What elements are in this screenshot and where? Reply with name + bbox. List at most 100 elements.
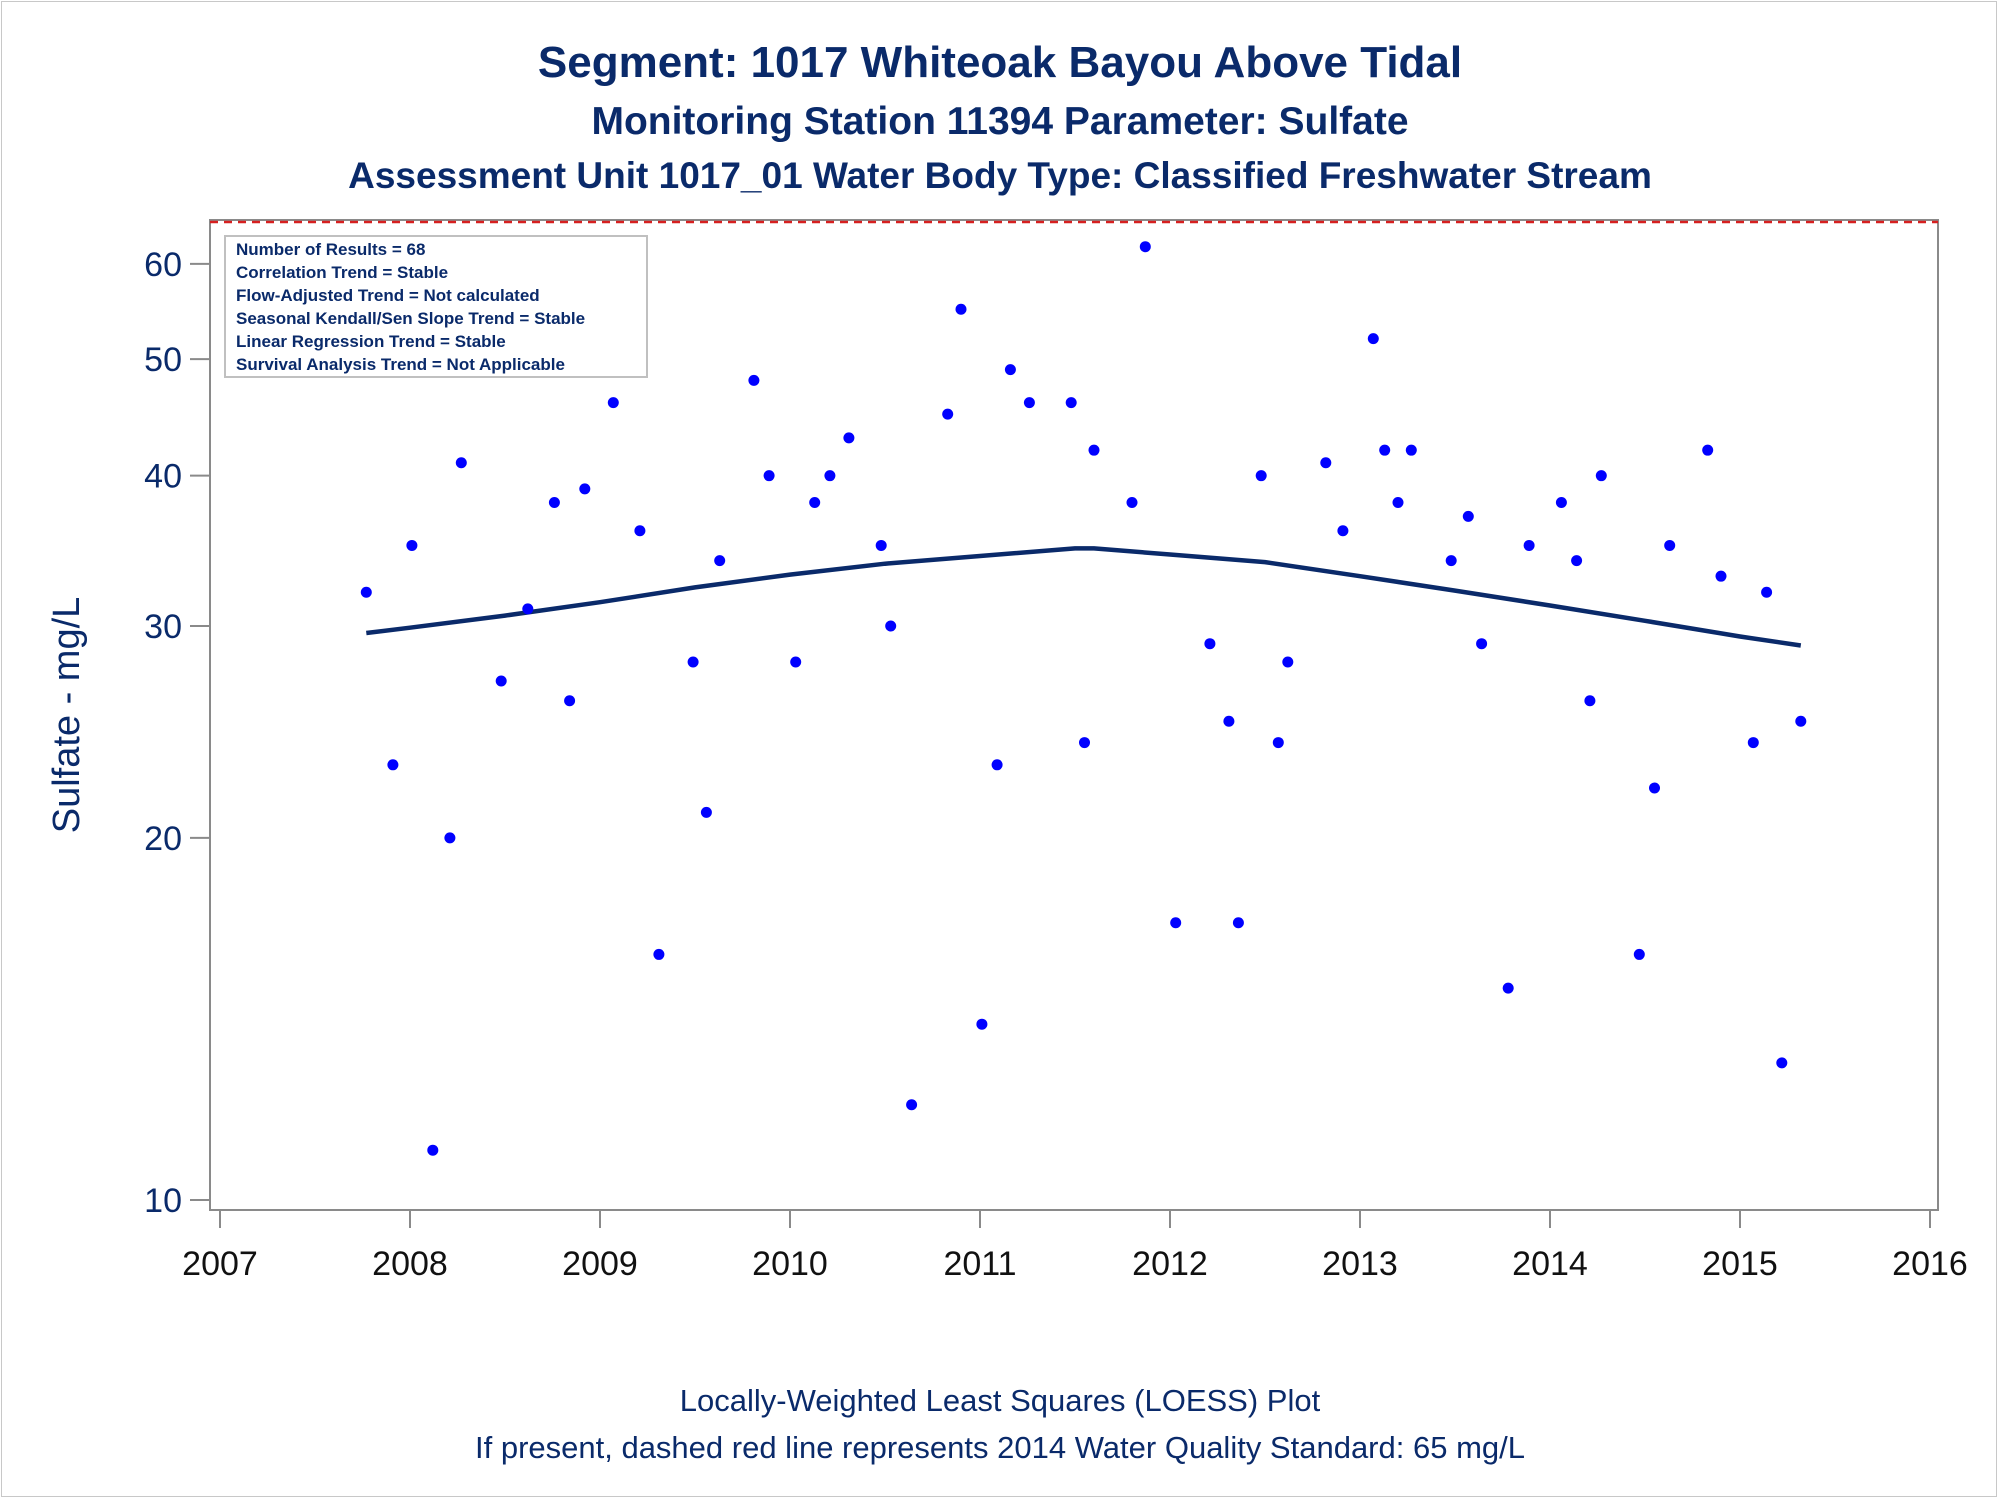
data-point	[1555, 496, 1567, 508]
stats-legend: Number of Results = 68 Correlation Trend …	[224, 235, 648, 378]
data-point	[1170, 917, 1182, 929]
stats-legend-line: Correlation Trend = Stable	[236, 263, 448, 282]
x-tick-label: 2014	[1512, 1245, 1588, 1283]
data-point	[687, 656, 699, 668]
y-axis: 10 20 30 40 50 60	[144, 246, 210, 1220]
footnote-standard: If present, dashed red line represents 2…	[474, 1430, 1525, 1465]
data-point	[942, 408, 954, 420]
x-tick-label: 2016	[1892, 1245, 1968, 1283]
data-point	[495, 675, 507, 687]
stats-legend-line: Linear Regression Trend = Stable	[236, 332, 506, 351]
y-tick-label: 60	[144, 246, 182, 284]
data-point	[1462, 510, 1474, 522]
chart-subtitle-2: Assessment Unit 1017_01 Water Body Type:…	[348, 155, 1652, 196]
data-point	[1065, 397, 1077, 409]
data-points	[360, 241, 1807, 1156]
y-axis-label: Sulfate - mg/L	[46, 597, 88, 834]
data-point	[824, 470, 836, 482]
data-point	[748, 374, 760, 386]
data-point	[1088, 444, 1100, 456]
y-tick-label: 20	[144, 820, 182, 858]
data-point	[1126, 496, 1138, 508]
data-point	[1232, 917, 1244, 929]
data-point	[763, 470, 775, 482]
x-tick-label: 2009	[562, 1245, 638, 1283]
x-tick-label: 2008	[372, 1245, 448, 1283]
data-point	[427, 1144, 439, 1156]
data-point	[1023, 397, 1035, 409]
data-point	[1079, 737, 1090, 749]
x-axis: 2007 2008 2009 2010 2011 2012 2013 2014 2015 2016	[182, 1210, 1968, 1283]
data-point	[1595, 470, 1607, 482]
data-point	[843, 432, 855, 444]
data-point	[548, 496, 560, 508]
chart-subtitle: Monitoring Station 11394 Parameter: Sulf…	[591, 100, 1409, 143]
data-point	[976, 1018, 988, 1030]
data-point	[1204, 638, 1216, 650]
data-point	[955, 303, 967, 315]
data-point	[653, 948, 665, 960]
data-point	[522, 603, 534, 615]
data-point	[387, 759, 399, 771]
data-point	[1379, 444, 1391, 456]
plot-area	[209, 219, 1939, 1211]
x-tick-label: 2012	[1132, 1245, 1208, 1283]
data-point	[360, 586, 372, 598]
x-tick-label: 2007	[182, 1245, 258, 1283]
data-point	[634, 525, 646, 537]
x-tick-label: 2015	[1702, 1245, 1778, 1283]
x-tick-label: 2010	[752, 1245, 828, 1283]
data-point	[1255, 470, 1267, 482]
stats-legend-line: Survival Analysis Trend = Not Applicable	[236, 355, 565, 374]
data-point	[406, 539, 418, 551]
data-point	[1633, 948, 1645, 960]
footnote-loess: Locally-Weighted Least Squares (LOESS) P…	[679, 1383, 1321, 1418]
data-point	[1223, 715, 1235, 727]
loess-curve	[366, 546, 1802, 648]
data-point	[444, 832, 456, 844]
data-point	[1320, 457, 1332, 469]
data-point	[1702, 444, 1714, 456]
data-point	[1282, 656, 1294, 668]
data-point	[607, 397, 619, 409]
data-point	[1761, 586, 1773, 598]
data-point	[1747, 737, 1759, 749]
data-point	[714, 555, 726, 567]
data-point	[991, 759, 1003, 771]
data-point	[1476, 638, 1488, 650]
data-point	[1715, 570, 1727, 582]
data-point	[809, 496, 821, 508]
data-point	[1337, 525, 1349, 537]
data-point	[885, 620, 897, 632]
data-point	[790, 656, 802, 668]
data-point	[1405, 444, 1417, 456]
data-point	[1795, 715, 1807, 727]
data-point	[1502, 982, 1514, 994]
data-point	[700, 806, 712, 818]
data-point	[1523, 539, 1535, 551]
data-point	[1272, 737, 1284, 749]
data-point	[1776, 1057, 1788, 1069]
data-point	[1571, 555, 1583, 567]
stats-legend-line: Flow-Adjusted Trend = Not calculated	[236, 286, 540, 305]
x-tick-label: 2011	[943, 1245, 1016, 1283]
stats-legend-box	[224, 235, 648, 378]
data-point	[1584, 695, 1596, 707]
data-point	[906, 1099, 918, 1111]
stats-legend-line: Seasonal Kendall/Sen Slope Trend = Stabl…	[236, 309, 585, 328]
data-point	[1445, 555, 1457, 567]
data-point	[579, 483, 591, 495]
data-point	[564, 695, 576, 707]
data-point	[455, 457, 467, 469]
data-point	[875, 539, 887, 551]
stats-legend-line: Number of Results = 68	[236, 240, 425, 259]
data-point	[1392, 496, 1404, 508]
y-tick-label: 40	[144, 458, 182, 496]
y-tick-label: 10	[144, 1182, 182, 1220]
data-point	[1367, 333, 1379, 345]
x-tick-label: 2013	[1322, 1245, 1398, 1283]
data-point	[1139, 241, 1151, 253]
data-point	[1004, 364, 1016, 376]
